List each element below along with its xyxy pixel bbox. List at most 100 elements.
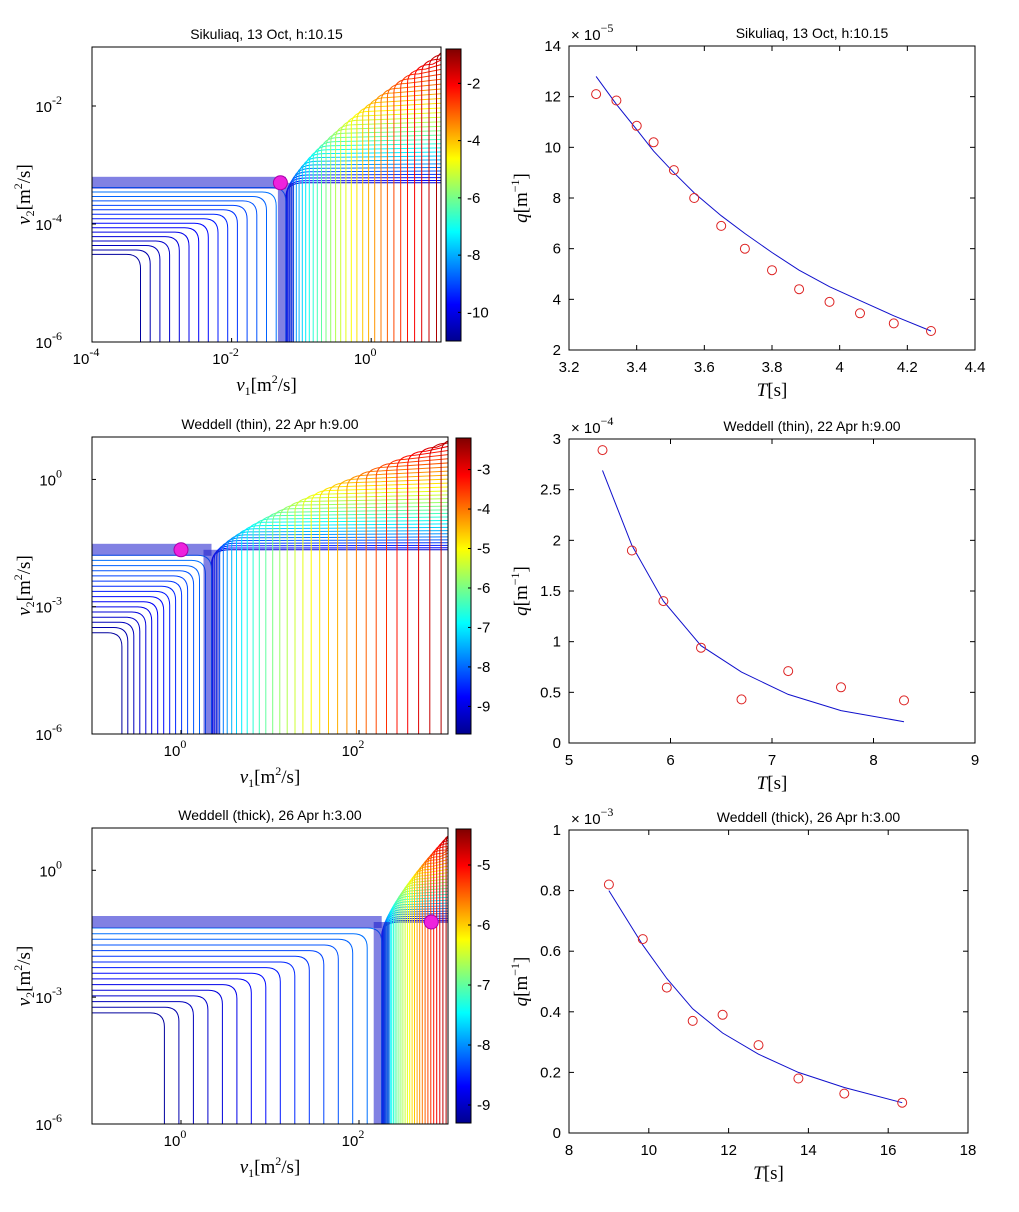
label-part: ] — [511, 566, 532, 572]
plot-title: Weddell (thin), 22 Apr h:9.00 — [723, 418, 900, 434]
x-axis-label: ν1[m2/s] — [240, 764, 301, 790]
contour-line — [92, 191, 277, 342]
colorbar-tick-label: -4 — [477, 501, 490, 518]
label-part: /s] — [281, 1157, 300, 1178]
contour-line — [92, 218, 219, 342]
label-part: -8 — [467, 247, 480, 264]
data-point — [839, 1088, 850, 1099]
x-tick-label: 3.6 — [694, 359, 715, 376]
y-tick-label: 3 — [553, 431, 561, 448]
contour-line — [312, 143, 441, 342]
y-tick-label: 100 — [39, 857, 62, 880]
x-tick-label: 16 — [880, 1142, 897, 1159]
valley-band — [277, 182, 294, 342]
data-point — [783, 666, 794, 677]
label-part: [m — [14, 580, 35, 601]
label-part: −1 — [508, 572, 522, 585]
contour-line — [92, 972, 267, 1124]
label-part: 10 — [35, 727, 52, 744]
contour-line — [92, 196, 267, 342]
label-part: /s] — [14, 164, 35, 183]
colorbar-tick-label: -10 — [467, 304, 489, 321]
colorbar-tick-label: -6 — [477, 580, 490, 597]
label-part: 10 — [640, 1142, 657, 1159]
label-part: -5 — [477, 857, 490, 874]
label-part: 1.5 — [540, 583, 561, 600]
contour-line — [286, 180, 441, 342]
contour-lines — [92, 440, 448, 734]
label-part: 0 — [180, 737, 186, 751]
contour-line — [252, 516, 448, 734]
y-tick-label: 14 — [544, 38, 561, 55]
label-part: 2 — [358, 737, 364, 751]
y-tick-label: 0.2 — [540, 1064, 561, 1081]
contour-line — [386, 454, 448, 734]
label-part: 12 — [720, 1142, 737, 1159]
contour-line — [92, 606, 153, 734]
label-part: 10 — [212, 351, 229, 368]
label-part: 4 — [835, 359, 843, 376]
data-point — [855, 308, 865, 319]
colorbar — [455, 828, 472, 1124]
contour-line — [92, 222, 209, 342]
contour-line — [288, 173, 441, 342]
x-tick-label: 5 — [565, 752, 573, 769]
label-part: 1 — [248, 776, 254, 790]
y-tick-label: 0.4 — [540, 1004, 561, 1021]
contour-line — [216, 542, 448, 734]
contour-line — [290, 170, 441, 342]
optimum-marker — [272, 175, 288, 191]
contour-line — [92, 601, 159, 734]
label-part: T — [757, 380, 769, 401]
valley-band — [203, 549, 220, 734]
x-tick-label: 102 — [342, 737, 365, 760]
label-part: 8 — [553, 190, 561, 207]
label-part: −4 — [601, 414, 614, 428]
label-part: -2 — [52, 93, 62, 107]
label-part: [m — [511, 192, 532, 213]
contour-line — [286, 498, 448, 734]
label-part: [m — [511, 585, 532, 606]
label-part: [s] — [767, 773, 787, 794]
contour-line — [419, 855, 448, 1124]
colorbar-tick-label: -7 — [477, 977, 490, 994]
contour-line — [407, 445, 448, 734]
label-part: 2 — [272, 372, 278, 386]
x-tick-label: 10-2 — [212, 345, 239, 368]
contour-line — [414, 59, 441, 342]
label-part: 0 — [180, 1127, 186, 1141]
label-part: 0.2 — [540, 1064, 561, 1081]
contour-line — [393, 73, 441, 342]
label-part: 3.4 — [626, 359, 647, 376]
label-part: 8 — [869, 752, 877, 769]
label-part: -8 — [477, 1037, 490, 1054]
contour-line — [92, 590, 171, 734]
x-axis-label: ν1[m2/s] — [240, 1154, 301, 1180]
y-axis-label: ν2[m2/s] — [11, 555, 37, 616]
contour-line — [374, 88, 441, 342]
contour-line — [409, 868, 448, 1124]
data-point — [597, 445, 608, 456]
contour-line — [231, 530, 448, 734]
label-part: 10 — [35, 600, 52, 617]
label-part: 1 — [245, 384, 251, 398]
label-part: 7 — [768, 752, 776, 769]
label-part: 10 — [544, 139, 561, 156]
contour-line — [92, 967, 281, 1124]
label-part: 2.5 — [540, 482, 561, 499]
contour-line — [92, 253, 141, 342]
label-part: -7 — [477, 619, 490, 636]
label-part: 8 — [565, 1142, 573, 1159]
x-tick-label: 8 — [565, 1142, 573, 1159]
contour-line — [92, 989, 223, 1124]
label-part: /s] — [278, 375, 297, 396]
label-part: 0 — [553, 735, 561, 752]
label-part: 10 — [35, 217, 52, 234]
contour-lines — [92, 52, 441, 342]
y-tick-label: 10-3 — [35, 594, 62, 617]
x-tick-label: 10-4 — [73, 345, 100, 368]
label-part: T — [753, 1163, 765, 1184]
label-part: 1 — [553, 634, 561, 651]
